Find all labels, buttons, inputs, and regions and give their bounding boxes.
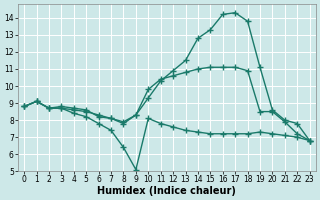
X-axis label: Humidex (Indice chaleur): Humidex (Indice chaleur) xyxy=(98,186,236,196)
